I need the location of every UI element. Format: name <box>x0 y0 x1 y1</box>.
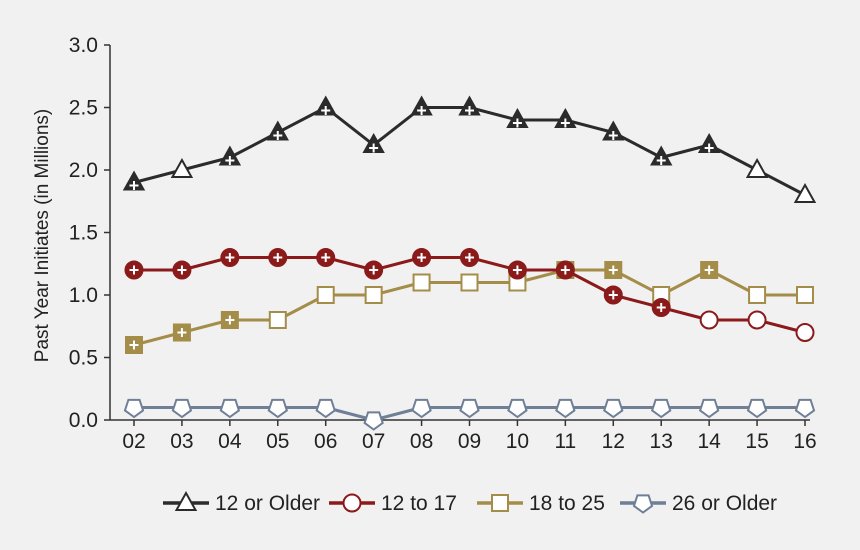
legend-marker <box>342 493 362 513</box>
series-12-or-older <box>122 95 817 203</box>
data-point <box>459 398 480 419</box>
y-tick-label: 3.0 <box>69 34 98 57</box>
data-point <box>698 398 720 419</box>
data-point <box>364 286 383 304</box>
legend: 12 or Older 12 to 17 18 to 25 26 or Older <box>163 490 777 515</box>
x-tick-label: 16 <box>793 430 816 453</box>
legend-item: 26 or Older <box>620 492 777 515</box>
x-tick-label: 08 <box>410 430 433 453</box>
x-tick-label: 05 <box>266 430 289 453</box>
legend-item: 18 to 25 <box>477 492 605 515</box>
legend-item: 12 to 17 <box>329 492 457 515</box>
data-point <box>555 398 576 419</box>
data-point <box>793 182 817 203</box>
data-point <box>170 157 194 178</box>
legend-label: 18 to 25 <box>529 492 605 515</box>
legend-marker <box>174 490 198 511</box>
series-12-to-17 <box>124 248 815 342</box>
y-tick-label: 0.0 <box>69 409 98 432</box>
data-point <box>794 398 816 419</box>
data-point <box>748 286 767 304</box>
legend-marker <box>632 494 654 514</box>
y-tick-label: 1.5 <box>69 222 98 245</box>
x-tick-label: 13 <box>650 430 673 453</box>
data-point <box>411 398 432 419</box>
legend-label: 12 to 17 <box>381 492 457 515</box>
x-tick-label: 02 <box>122 430 145 453</box>
legend-label: 12 or Older <box>215 492 320 515</box>
data-point <box>796 286 814 304</box>
x-tick-label: 03 <box>170 430 193 453</box>
axes: 0.0 0.5 1.0 1.5 2.0 2.5 3.0 02 03 04 05 06 07 08 09 10 1… <box>32 34 817 453</box>
data-point <box>745 157 769 178</box>
x-tick-label: 06 <box>314 430 337 453</box>
data-point <box>219 398 241 419</box>
y-axis-title: Past Year Initiates (in Millions) <box>32 109 53 362</box>
series-layer <box>122 95 817 431</box>
data-point <box>315 398 336 419</box>
y-tick-label: 0.5 <box>69 347 98 370</box>
data-point <box>651 398 672 419</box>
data-point <box>747 310 767 330</box>
x-tick-label: 11 <box>554 430 576 453</box>
data-point <box>603 398 624 419</box>
x-tick-label: 09 <box>458 430 481 453</box>
data-point <box>123 398 145 419</box>
data-point <box>363 411 384 431</box>
data-point <box>171 398 193 419</box>
y-tick-label: 2.0 <box>69 159 98 182</box>
y-tick-label: 2.5 <box>69 97 98 120</box>
data-point <box>460 273 479 292</box>
legend-label: 26 or Older <box>672 492 777 515</box>
data-point <box>507 398 528 419</box>
legend-marker <box>491 494 509 512</box>
y-tick-label: 1.0 <box>69 284 98 307</box>
data-point <box>316 286 335 304</box>
data-point <box>268 311 287 329</box>
legend-item: 12 or Older <box>163 490 320 515</box>
x-tick-label: 04 <box>218 430 242 453</box>
data-point <box>267 398 288 419</box>
x-tick-label: 07 <box>362 430 385 453</box>
x-tick-label: 10 <box>506 430 529 453</box>
x-tick-label: 15 <box>745 430 768 453</box>
data-point <box>746 398 768 419</box>
series-26-or-older <box>123 398 816 431</box>
series-18-to-25 <box>125 261 814 354</box>
data-point <box>795 323 815 342</box>
data-point <box>412 273 431 292</box>
data-point <box>699 310 719 330</box>
x-tick-label: 12 <box>602 430 625 453</box>
x-tick-label: 14 <box>697 430 721 453</box>
